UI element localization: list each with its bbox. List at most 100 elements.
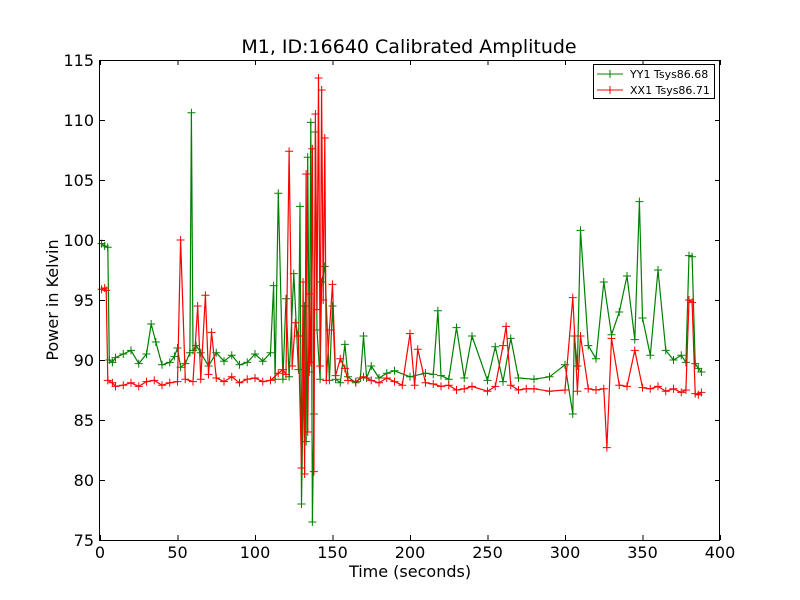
data-point-marker bbox=[359, 372, 368, 381]
data-point-marker bbox=[390, 377, 399, 386]
data-point-marker bbox=[196, 348, 205, 357]
data-point-marker bbox=[623, 272, 631, 280]
data-point-marker bbox=[269, 281, 278, 290]
data-point-marker bbox=[189, 377, 197, 386]
data-point-marker bbox=[306, 358, 315, 367]
data-point-marker bbox=[654, 266, 662, 274]
data-point-marker bbox=[299, 278, 308, 286]
legend: YY1 Tsys86.68 XX1 Tsys86.71 bbox=[593, 64, 715, 99]
chart-title: M1, ID:16640 Calibrated Amplitude bbox=[241, 36, 576, 58]
data-point-marker bbox=[599, 278, 608, 286]
x-tick-label: 300 bbox=[550, 543, 581, 562]
data-point-marker bbox=[142, 377, 151, 386]
y-tick-label: 90 bbox=[74, 351, 94, 370]
x-tick-label: 0 bbox=[95, 543, 105, 562]
data-point-marker bbox=[309, 467, 318, 476]
data-point-marker bbox=[320, 134, 329, 142]
data-point-marker bbox=[573, 362, 582, 370]
data-point-marker bbox=[207, 328, 216, 337]
data-point-marker bbox=[282, 294, 290, 303]
data-point-marker bbox=[313, 305, 321, 314]
data-point-marker bbox=[227, 372, 236, 381]
data-point-marker bbox=[437, 382, 445, 391]
data-point-marker bbox=[460, 384, 469, 393]
data-point-marker bbox=[266, 376, 275, 385]
legend-marker-yy1 bbox=[606, 70, 614, 78]
data-point-marker bbox=[212, 374, 221, 382]
data-point-marker bbox=[322, 376, 331, 385]
data-point-marker bbox=[468, 332, 476, 340]
data-point-marker bbox=[193, 302, 202, 310]
data-point-marker bbox=[568, 293, 577, 302]
data-point-marker bbox=[192, 341, 201, 350]
data-point-marker bbox=[220, 357, 228, 366]
data-point-marker bbox=[499, 341, 507, 350]
data-point-marker bbox=[351, 377, 360, 386]
data-point-marker bbox=[108, 358, 117, 367]
data-point-marker bbox=[514, 386, 523, 394]
y-axis-label: Power in Kelvin bbox=[43, 239, 62, 360]
data-point-marker bbox=[592, 354, 600, 363]
data-point-marker bbox=[635, 197, 644, 206]
data-point-marker bbox=[576, 332, 585, 340]
x-tick-label: 350 bbox=[627, 543, 658, 562]
y-tick-label: 95 bbox=[74, 291, 94, 310]
data-point-marker bbox=[336, 378, 345, 387]
data-point-marker bbox=[359, 332, 368, 340]
data-point-marker bbox=[607, 334, 616, 343]
data-point-marker bbox=[331, 371, 340, 380]
data-point-marker bbox=[158, 381, 166, 390]
data-point-marker bbox=[325, 326, 334, 334]
data-point-marker bbox=[150, 376, 159, 385]
data-point-marker bbox=[102, 286, 111, 295]
data-point-marker bbox=[646, 384, 655, 393]
data-point-marker bbox=[661, 387, 670, 396]
data-point-marker bbox=[406, 329, 414, 338]
data-point-marker bbox=[468, 382, 476, 391]
data-point-marker bbox=[433, 306, 442, 315]
data-point-marker bbox=[375, 378, 383, 387]
data-point-marker bbox=[336, 354, 345, 363]
data-point-marker bbox=[294, 365, 303, 374]
data-point-marker bbox=[103, 243, 112, 252]
data-point-marker bbox=[127, 378, 135, 387]
legend-box bbox=[593, 64, 715, 99]
data-point-marker bbox=[491, 342, 500, 351]
data-point-marker bbox=[681, 358, 690, 367]
y-tick-label: 80 bbox=[74, 471, 94, 490]
data-point-marker bbox=[406, 372, 414, 381]
series-xx1 bbox=[97, 74, 706, 478]
data-point-marker bbox=[278, 365, 287, 374]
data-point-marker bbox=[103, 376, 112, 385]
data-point-marker bbox=[429, 370, 438, 379]
data-point-marker bbox=[151, 338, 160, 346]
data-point-marker bbox=[584, 384, 593, 393]
data-point-marker bbox=[165, 378, 174, 387]
data-point-marker bbox=[295, 202, 304, 211]
data-point-marker bbox=[688, 252, 697, 261]
data-point-marker bbox=[681, 386, 690, 394]
data-point-marker bbox=[142, 350, 151, 358]
data-point-marker bbox=[615, 381, 624, 390]
data-point-marker bbox=[340, 340, 349, 349]
data-point-marker bbox=[317, 86, 326, 94]
data-point-marker bbox=[308, 518, 317, 526]
data-point-marker bbox=[584, 341, 593, 350]
legend-marker-xx1 bbox=[606, 86, 614, 94]
data-point-marker bbox=[602, 443, 611, 452]
data-point-marker bbox=[235, 378, 244, 387]
y-tick-label: 85 bbox=[74, 411, 94, 430]
data-point-marker bbox=[314, 74, 323, 82]
data-point-marker bbox=[460, 374, 469, 382]
data-point-marker bbox=[638, 314, 647, 322]
plot-frame bbox=[99, 60, 720, 541]
data-point-marker bbox=[483, 387, 492, 396]
data-point-marker bbox=[328, 280, 337, 289]
data-point-marker bbox=[638, 383, 647, 392]
data-point-marker bbox=[561, 386, 569, 394]
data-point-marker bbox=[147, 320, 156, 328]
data-point-marker bbox=[615, 308, 624, 316]
data-point-marker bbox=[623, 382, 631, 391]
